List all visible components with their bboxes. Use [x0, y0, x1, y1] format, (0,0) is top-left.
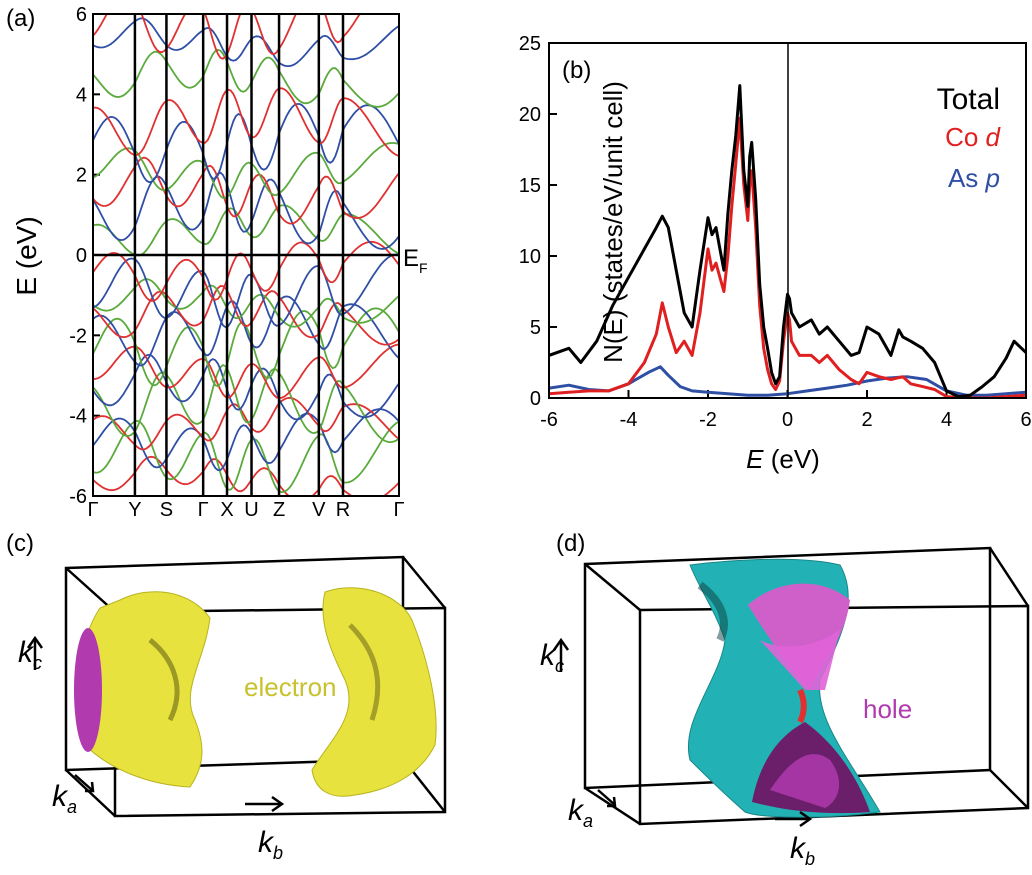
dos-plot-frame — [548, 42, 1027, 399]
k-axes-d — [552, 637, 813, 828]
k-point-label: V — [312, 499, 326, 521]
band-line — [93, 419, 399, 494]
electron-label: electron — [244, 672, 337, 702]
dos-x-tick-label: -2 — [699, 409, 717, 431]
band-lines — [93, 14, 399, 496]
band-line — [93, 142, 399, 199]
dos-x-tick-label: 4 — [941, 409, 952, 431]
band-line — [93, 278, 399, 328]
band-line — [93, 285, 399, 346]
ka-label-d: ka — [568, 794, 593, 831]
hole-label: hole — [863, 694, 912, 724]
panel-c: (c) electron kc ka kb — [6, 530, 447, 863]
band-line — [93, 253, 399, 329]
panel-c-label: (c) — [6, 530, 34, 557]
band-y-tick-label: 4 — [76, 84, 87, 106]
band-line — [93, 14, 361, 60]
band-y-tick-label: -2 — [69, 325, 87, 347]
band-y-tick-label: 6 — [76, 4, 87, 26]
band-line — [93, 353, 399, 421]
k-point-label: Y — [128, 499, 141, 521]
band-y-tick-label: -4 — [69, 406, 87, 428]
electron-pocket-right — [311, 587, 437, 797]
dos-series-as-p — [549, 365, 1026, 397]
dos-x-axis-label: E (eV) — [746, 444, 820, 474]
dos-y-tick-label: 5 — [530, 317, 541, 339]
band-y-axis-label: E (eV) — [11, 216, 42, 295]
dos-x-tick-label: 0 — [782, 409, 793, 431]
k-point-label: Z — [273, 499, 285, 521]
dos-y-tick-label: 25 — [519, 33, 541, 55]
dos-plot-area — [549, 84, 1026, 398]
fermi-level-label: EF — [403, 245, 428, 276]
band-line — [93, 455, 399, 496]
k-point-label: S — [160, 499, 173, 521]
k-point-label: Γ — [198, 499, 209, 521]
electron-pocket-cap — [74, 628, 102, 752]
dos-series-co-d — [549, 116, 1026, 398]
band-line — [93, 364, 399, 443]
band-line — [93, 295, 399, 367]
band-line — [93, 240, 399, 302]
k-point-label: Γ — [87, 499, 98, 521]
electron-pocket-left — [74, 591, 211, 788]
kb-label-c: kb — [258, 826, 283, 863]
kc-label-d: kc — [540, 639, 564, 676]
band-line — [93, 48, 399, 108]
band-line — [93, 87, 399, 157]
band-y-tick-label: 0 — [76, 245, 87, 267]
k-point-label: U — [244, 499, 258, 521]
dos-legend: Total Co d As p — [937, 83, 1002, 193]
band-line — [93, 343, 399, 400]
band-line — [93, 171, 399, 250]
band-line — [93, 156, 399, 225]
dos-x-tick-label: 2 — [861, 409, 872, 431]
dos-y-axis-label: N(E) (states/eV/unit cell) — [598, 81, 628, 363]
panel-b-label: (b) — [562, 57, 591, 84]
panel-d: (d) hole kc ka kb — [540, 530, 1030, 869]
band-line — [93, 408, 399, 472]
dos-x-tick-label: 6 — [1020, 409, 1031, 431]
dos-series-total — [549, 84, 1026, 398]
band-line — [93, 103, 399, 184]
dos-y-tick-label: 10 — [519, 246, 541, 268]
band-plot-frame — [92, 13, 400, 497]
kc-label-c: kc — [18, 636, 42, 673]
panel-d-label: (d) — [556, 530, 585, 557]
panel-a-label: (a) — [6, 5, 35, 32]
dos-y-ticks: 0 5 10 15 20 25 — [519, 33, 557, 410]
k-point-label: R — [336, 499, 350, 521]
hole-surface — [687, 558, 881, 818]
dos-y-tick-label: 0 — [530, 388, 541, 410]
dos-y-tick-label: 15 — [519, 175, 541, 197]
k-point-label: X — [220, 499, 233, 521]
legend-total: Total — [937, 83, 1000, 116]
band-y-tick-label: -6 — [69, 486, 87, 508]
band-line — [93, 396, 399, 451]
ka-label-c: ka — [52, 780, 77, 817]
dos-x-ticks: -6 -4 -2 0 2 4 6 — [540, 390, 1032, 431]
band-y-tick-label: 2 — [76, 165, 87, 187]
kb-label-d: kb — [790, 832, 815, 869]
dos-x-tick-label: -6 — [540, 409, 558, 431]
dos-x-tick-label: -4 — [620, 409, 638, 431]
band-plot-area — [93, 14, 399, 496]
dos-lines — [549, 84, 1026, 398]
k-point-label: Γ — [393, 499, 404, 521]
legend-co-d: Co d — [945, 122, 1001, 152]
dos-y-tick-label: 20 — [519, 104, 541, 126]
k-axes-c — [26, 635, 285, 813]
legend-as-p: As p — [948, 163, 1000, 193]
